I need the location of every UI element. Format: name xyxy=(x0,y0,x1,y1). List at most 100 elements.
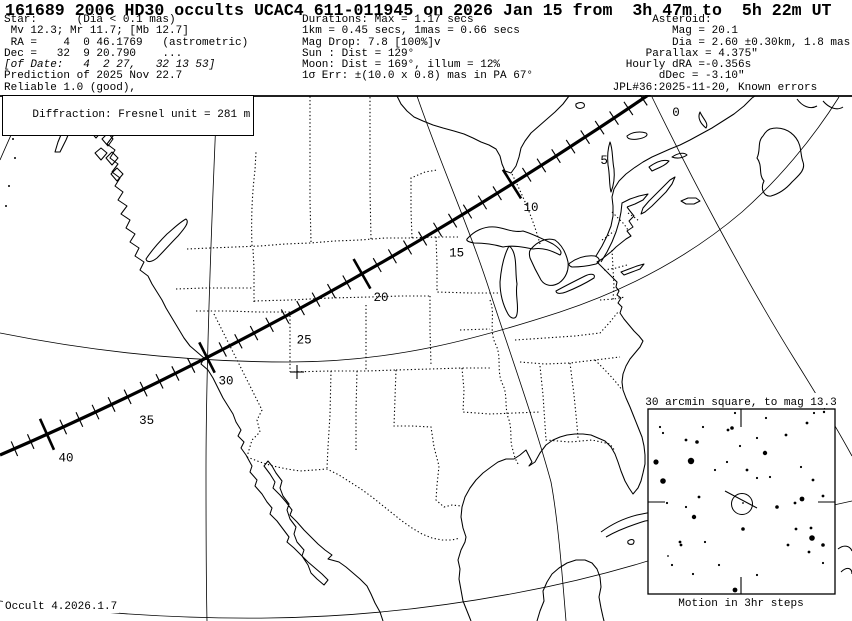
software-version-label: Occult 4.2026.1.7 xyxy=(3,601,120,613)
field-star xyxy=(822,410,826,414)
star-details-column: Star: (Dia < 0.1 mas) Mv 12.3; Mr 11.7; … xyxy=(4,14,248,94)
occultation-map: 0 5 10 15 20 25 30 35 40 30 arcmin square, to ma… xyxy=(0,95,852,621)
field-star xyxy=(717,563,721,567)
path-minute-label: 40 xyxy=(58,451,73,465)
field-star xyxy=(799,496,805,502)
path-minute-tick xyxy=(372,257,382,273)
path-minute-tick xyxy=(623,101,634,116)
path-minute-tick xyxy=(26,434,35,450)
field-star xyxy=(793,501,797,505)
field-star xyxy=(762,450,768,456)
field-star xyxy=(667,555,669,557)
field-star xyxy=(684,438,688,442)
path-minute-tick xyxy=(155,373,164,389)
path-major-tick xyxy=(352,258,372,290)
path-minute-tick xyxy=(418,231,428,246)
diffraction-note: Diffraction: Fresnel unit = 281 m xyxy=(32,109,251,121)
path-minute-tick xyxy=(609,111,619,126)
page-title: 161689 2006 HD30 occults UCAC4 611-01194… xyxy=(5,1,832,20)
path-minute-tick xyxy=(551,149,561,164)
border-dotted-lines xyxy=(175,96,640,541)
field-star xyxy=(695,440,699,444)
path-minute-label: 5 xyxy=(600,154,608,168)
field-star xyxy=(775,505,779,509)
path-minute-tick xyxy=(521,167,532,182)
event-details-column: Durations: Max = 1.17 secs 1km = 0.45 se… xyxy=(302,14,534,83)
field-star xyxy=(768,475,772,479)
field-star xyxy=(799,465,803,469)
inset-box xyxy=(647,408,836,595)
star-prediction-text: Prediction of 2025 Nov 22.7 Reliable 1.0… xyxy=(4,70,183,94)
path-minute-tick xyxy=(311,292,321,307)
path-major-tick xyxy=(501,168,523,200)
inset-caption: Motion in 3hr steps xyxy=(678,598,803,610)
field-star xyxy=(764,416,768,420)
field-star xyxy=(812,411,816,415)
field-star xyxy=(691,514,697,520)
field-star xyxy=(809,535,815,541)
path-minute-tick xyxy=(462,204,473,219)
field-star xyxy=(755,476,759,480)
inset-title: 30 arcmin square, to mag 13.3 xyxy=(645,397,836,409)
path-minute-tick xyxy=(139,381,148,397)
event-details-text: Durations: Max = 1.17 secs 1km = 0.45 se… xyxy=(302,14,534,83)
path-minute-tick xyxy=(171,366,180,381)
path-minute-labels: 0 5 10 15 20 25 30 35 40 xyxy=(58,106,679,465)
path-minute-tick xyxy=(565,139,576,154)
occultation-path xyxy=(0,95,652,457)
path-minute-label: 25 xyxy=(297,333,312,347)
inset-title-backing xyxy=(643,393,846,408)
path-minute-tick xyxy=(326,283,336,299)
path-minute-label: 20 xyxy=(373,291,388,305)
path-major-tick xyxy=(38,418,56,451)
path-minute-tick xyxy=(249,325,259,341)
asteroid-details-column: Asteroid: Mag = 20.1 Dia = 2.60 ±0.30km,… xyxy=(606,14,851,94)
field-star xyxy=(733,411,737,415)
finder-chart-inset: 30 arcmin square, to mag 13.3 Motion in … xyxy=(643,393,846,610)
great-lakes xyxy=(466,226,600,319)
field-star xyxy=(732,587,738,593)
field-star xyxy=(745,468,749,472)
field-star xyxy=(661,431,665,435)
inset-star-field xyxy=(653,410,826,593)
field-star xyxy=(755,573,759,577)
path-minute-tick xyxy=(342,275,352,290)
small-island-dots xyxy=(5,138,16,207)
field-star xyxy=(805,421,809,425)
inset-crosshair-ticks xyxy=(648,409,835,594)
field-star xyxy=(697,495,701,499)
field-star xyxy=(821,494,825,498)
field-star xyxy=(755,436,759,440)
field-star xyxy=(660,478,666,484)
plus-marker-icon xyxy=(290,365,304,379)
path-minute-tick xyxy=(107,397,116,412)
field-star xyxy=(741,527,745,531)
path-major-tick xyxy=(198,341,216,374)
path-minute-label: 0 xyxy=(672,106,680,120)
path-minute-tick xyxy=(10,441,19,457)
field-star xyxy=(679,543,683,547)
field-star xyxy=(821,543,825,547)
field-star xyxy=(809,526,813,530)
path-minute-tick xyxy=(265,317,274,333)
target-star-circle xyxy=(731,493,753,515)
path-minute-tick xyxy=(187,358,196,373)
field-star xyxy=(742,502,744,504)
path-minute-tick xyxy=(218,342,227,357)
path-minute-tick xyxy=(447,213,458,228)
path-minute-tick xyxy=(594,120,605,135)
inset-caption-backing xyxy=(672,595,812,608)
occultation-centerline xyxy=(0,95,652,457)
asteroid-details-text: Asteroid: Mag = 20.1 Dia = 2.60 ±0.30km,… xyxy=(612,14,851,94)
path-minute-tick xyxy=(280,309,290,324)
coastline-paths xyxy=(54,95,852,621)
path-minute-tick xyxy=(580,130,590,145)
path-minute-tick xyxy=(123,389,132,405)
path-minute-label: 35 xyxy=(139,414,154,428)
field-star xyxy=(725,460,729,464)
field-star xyxy=(658,425,662,429)
path-minute-tick xyxy=(91,404,100,420)
field-star xyxy=(726,428,730,432)
asteroid-motion-line xyxy=(724,490,758,509)
